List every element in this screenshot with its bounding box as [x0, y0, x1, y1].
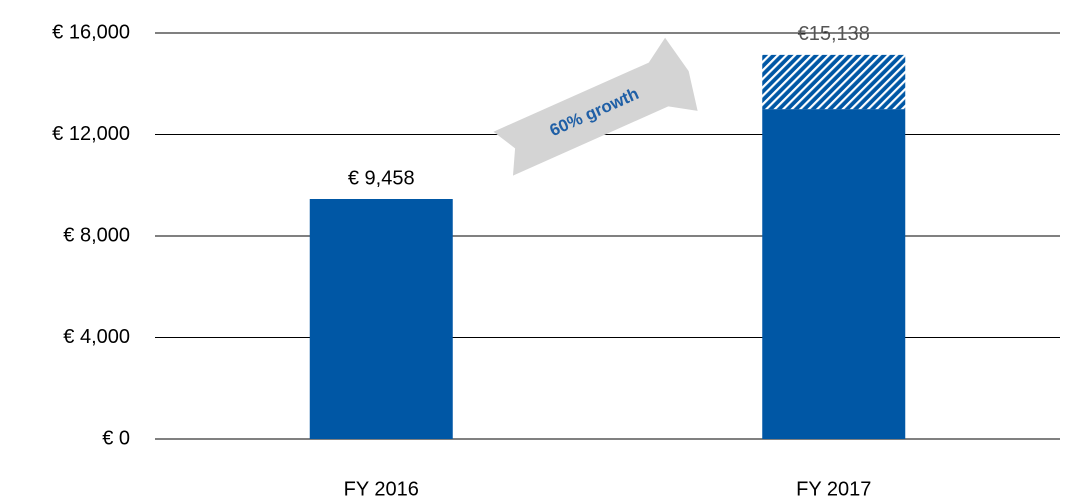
x-tick-label: FY 2017 [796, 478, 871, 500]
y-tick-label: € 8,000 [63, 224, 130, 246]
y-tick-label: € 0 [102, 427, 130, 449]
bar-segment [762, 109, 906, 439]
bar-segment [762, 54, 906, 110]
x-tick-label: FY 2016 [344, 478, 419, 500]
y-tick-label: € 4,000 [63, 326, 130, 348]
total-label: €15,138 [798, 23, 870, 45]
arrow-shape [493, 37, 698, 176]
y-tick-label: € 16,000 [52, 21, 130, 43]
bar-segment [309, 199, 453, 439]
total-label: € 9,458 [348, 167, 415, 189]
y-tick-label: € 12,000 [52, 123, 130, 145]
growth-arrow: 60% growth [493, 37, 698, 176]
